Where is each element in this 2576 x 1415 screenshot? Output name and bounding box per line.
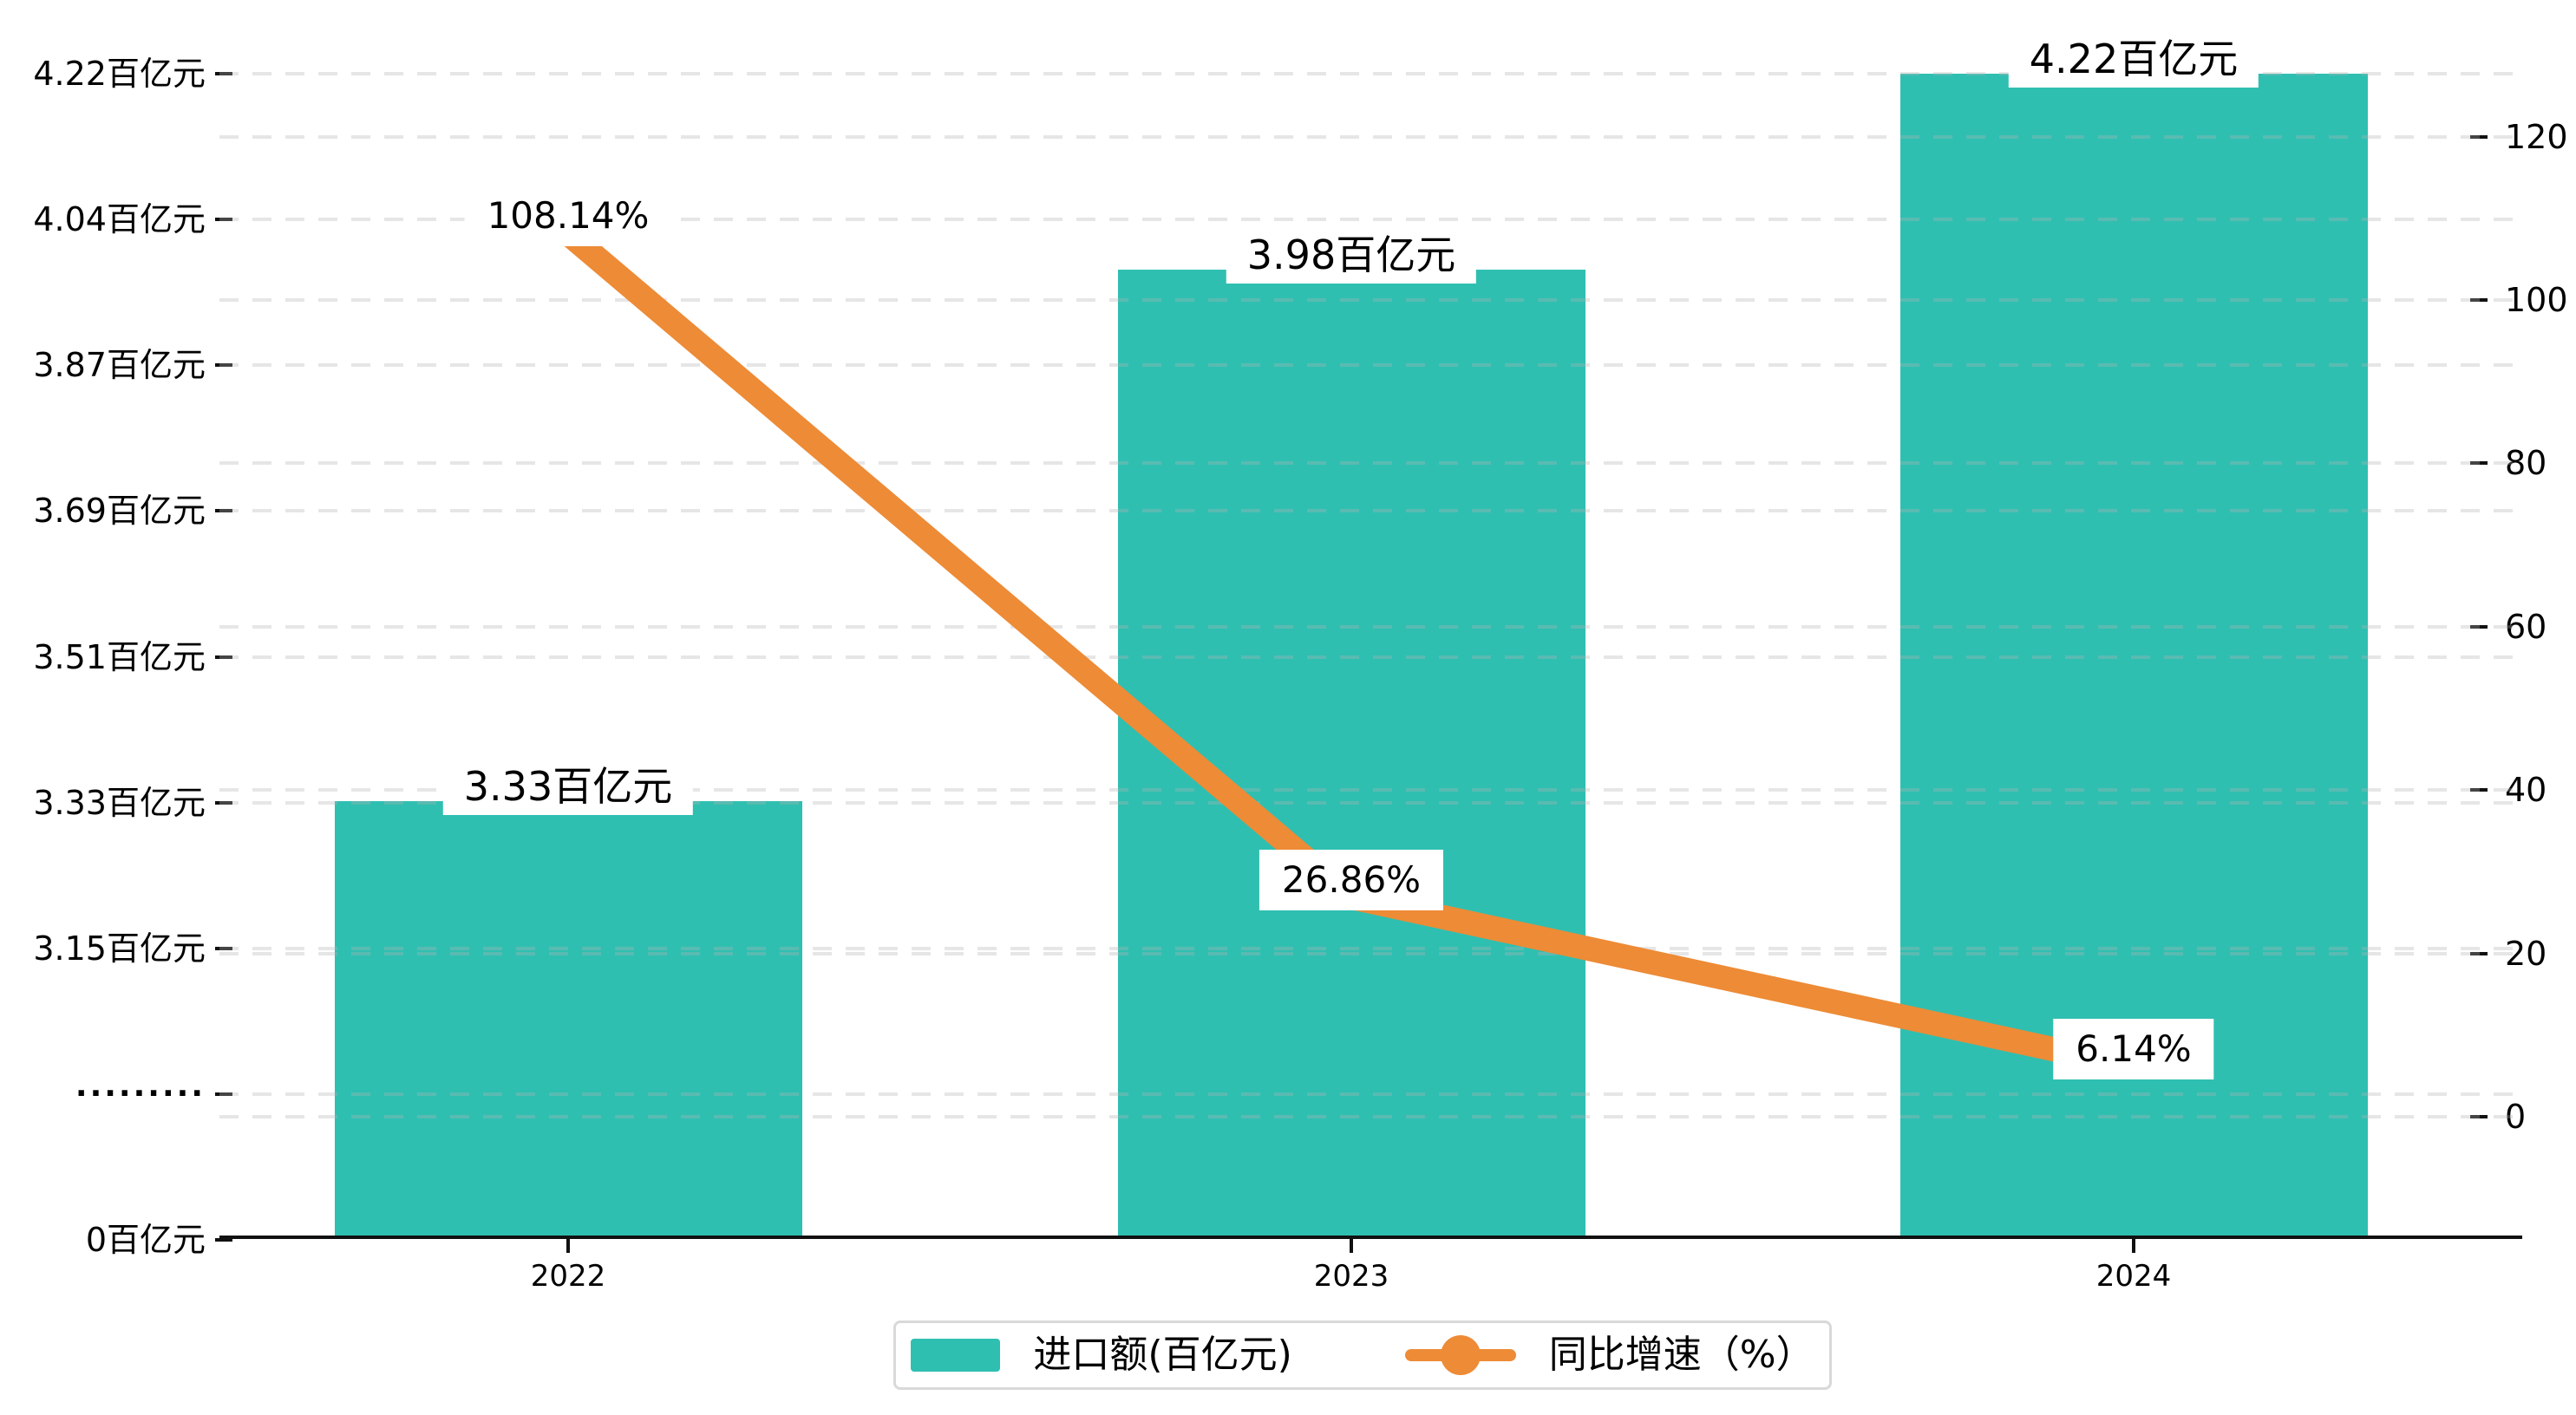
right-axis-tick-label: 120 — [2505, 117, 2568, 156]
grid-line — [219, 72, 2522, 75]
left-axis-tick-mark — [215, 218, 232, 222]
line-point-label: 6.14% — [2053, 1019, 2214, 1080]
grid-line — [219, 1092, 2522, 1096]
legend-item-imports: 进口额(百亿元) — [911, 1333, 1292, 1377]
x-axis-tick-mark — [2132, 1239, 2135, 1253]
right-axis-tick-mark — [2470, 298, 2488, 302]
left-axis-tick-mark — [215, 72, 232, 75]
legend: 进口额(百亿元) 同比增速（%） — [893, 1320, 1832, 1390]
legend-line-dot-icon — [1440, 1335, 1481, 1375]
grid-line — [219, 218, 2522, 222]
x-axis-label-2024: 2024 — [2095, 1259, 2172, 1294]
grid-line — [219, 655, 2522, 659]
legend-label-growth: 同比增速（%） — [1548, 1333, 1814, 1377]
bar-value-label: 3.98百亿元 — [1226, 226, 1477, 284]
left-axis-tick-mark — [215, 800, 232, 805]
line-series-swatch-icon — [1404, 1335, 1516, 1375]
right-axis-tick-mark — [2470, 1115, 2488, 1118]
right-axis-tick-label: 0 — [2505, 1098, 2527, 1136]
x-axis-tick-mark — [566, 1239, 570, 1253]
x-axis-tick-mark — [1350, 1239, 1353, 1253]
left-axis-tick-mark — [215, 655, 232, 659]
left-axis-tick-label: 0百亿元 — [85, 1221, 206, 1259]
grid-line — [219, 298, 2522, 302]
right-axis-tick-mark — [2470, 461, 2488, 466]
left-axis-tick-mark — [215, 363, 232, 368]
bar-value-label: 4.22百亿元 — [2008, 30, 2259, 88]
left-axis-tick-label: 3.51百亿元 — [33, 637, 206, 676]
left-axis-tick-mark — [215, 1238, 232, 1242]
x-axis-label-2023: 2023 — [1313, 1259, 1389, 1294]
line-point-label: 108.14% — [464, 186, 672, 247]
left-axis-tick-label: 3.33百亿元 — [33, 783, 206, 822]
left-axis-tick-label: 3.87百亿元 — [33, 346, 206, 385]
right-axis-tick-label: 100 — [2505, 281, 2568, 319]
right-axis-tick-label: 40 — [2505, 771, 2547, 810]
right-axis-tick-mark — [2470, 134, 2488, 139]
bar-value-label: 3.33百亿元 — [442, 758, 694, 816]
grid-line — [219, 951, 2522, 955]
right-axis-tick-mark — [2470, 951, 2488, 955]
right-axis-tick-mark — [2470, 788, 2488, 792]
left-axis-tick-mark — [215, 1092, 232, 1096]
left-axis-tick-label: ········· — [75, 1075, 206, 1112]
legend-label-imports: 进口额(百亿元) — [1033, 1333, 1292, 1377]
grid-line — [219, 134, 2522, 139]
right-axis-tick-label: 60 — [2505, 607, 2547, 646]
left-axis-tick-mark — [215, 946, 232, 950]
grid-line — [219, 363, 2522, 368]
grid-line — [219, 461, 2522, 466]
grid-line — [219, 624, 2522, 629]
right-axis-tick-mark — [2470, 624, 2488, 629]
left-axis-tick-label: 3.15百亿元 — [33, 929, 206, 968]
right-axis-tick-label: 80 — [2505, 444, 2547, 483]
x-axis-label-2022: 2022 — [530, 1259, 606, 1294]
left-axis-tick-label: 4.04百亿元 — [33, 200, 206, 239]
grid-line — [219, 1115, 2522, 1118]
left-axis-tick-label: 3.69百亿元 — [33, 492, 206, 531]
line-point-label: 26.86% — [1259, 849, 1444, 910]
right-axis-tick-label: 20 — [2505, 934, 2547, 973]
bar-2022 — [334, 801, 802, 1237]
left-axis-tick-label: 4.22百亿元 — [33, 55, 206, 93]
grid-line — [219, 509, 2522, 513]
legend-item-growth: 同比增速（%） — [1404, 1333, 1814, 1377]
grid-line — [219, 946, 2522, 950]
left-axis-tick-mark — [215, 509, 232, 513]
x-axis-line — [219, 1236, 2522, 1239]
bar-series-swatch-icon — [911, 1339, 1001, 1372]
